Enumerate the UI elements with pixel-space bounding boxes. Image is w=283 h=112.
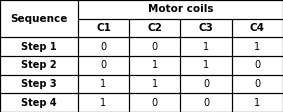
- Text: 1: 1: [254, 98, 260, 108]
- Bar: [0, 56, 78, 75]
- Text: 1: 1: [100, 79, 106, 89]
- Text: 0: 0: [254, 79, 260, 89]
- Bar: [78, 0, 283, 19]
- Bar: [129, 93, 181, 112]
- Text: 1: 1: [100, 98, 106, 108]
- Text: Sequence: Sequence: [10, 14, 68, 24]
- Bar: [78, 93, 129, 112]
- Text: C1: C1: [96, 23, 111, 33]
- Bar: [78, 19, 129, 37]
- Bar: [0, 0, 78, 37]
- Bar: [78, 56, 129, 75]
- Bar: [129, 75, 181, 93]
- Bar: [129, 37, 181, 56]
- Text: 0: 0: [100, 42, 106, 52]
- Text: 1: 1: [203, 42, 209, 52]
- Bar: [232, 75, 283, 93]
- Text: 1: 1: [152, 79, 158, 89]
- Text: Motor coils: Motor coils: [148, 4, 213, 14]
- Bar: [181, 37, 232, 56]
- Text: C3: C3: [199, 23, 213, 33]
- Bar: [232, 56, 283, 75]
- Bar: [0, 75, 78, 93]
- Text: Step 3: Step 3: [21, 79, 57, 89]
- Bar: [181, 19, 232, 37]
- Text: Step 2: Step 2: [21, 60, 57, 70]
- Bar: [129, 56, 181, 75]
- Bar: [78, 37, 129, 56]
- Text: 0: 0: [203, 79, 209, 89]
- Bar: [181, 56, 232, 75]
- Text: Step 1: Step 1: [21, 42, 57, 52]
- Bar: [181, 93, 232, 112]
- Bar: [232, 37, 283, 56]
- Text: 0: 0: [152, 42, 158, 52]
- Text: 1: 1: [254, 42, 260, 52]
- Bar: [0, 93, 78, 112]
- Bar: [181, 75, 232, 93]
- Text: 0: 0: [152, 98, 158, 108]
- Text: C2: C2: [147, 23, 162, 33]
- Text: C4: C4: [250, 23, 265, 33]
- Bar: [232, 93, 283, 112]
- Bar: [0, 37, 78, 56]
- Bar: [129, 19, 181, 37]
- Bar: [78, 75, 129, 93]
- Text: 0: 0: [254, 60, 260, 70]
- Text: 0: 0: [100, 60, 106, 70]
- Text: Step 4: Step 4: [21, 98, 57, 108]
- Bar: [232, 19, 283, 37]
- Text: 1: 1: [152, 60, 158, 70]
- Text: 1: 1: [203, 60, 209, 70]
- Text: 0: 0: [203, 98, 209, 108]
